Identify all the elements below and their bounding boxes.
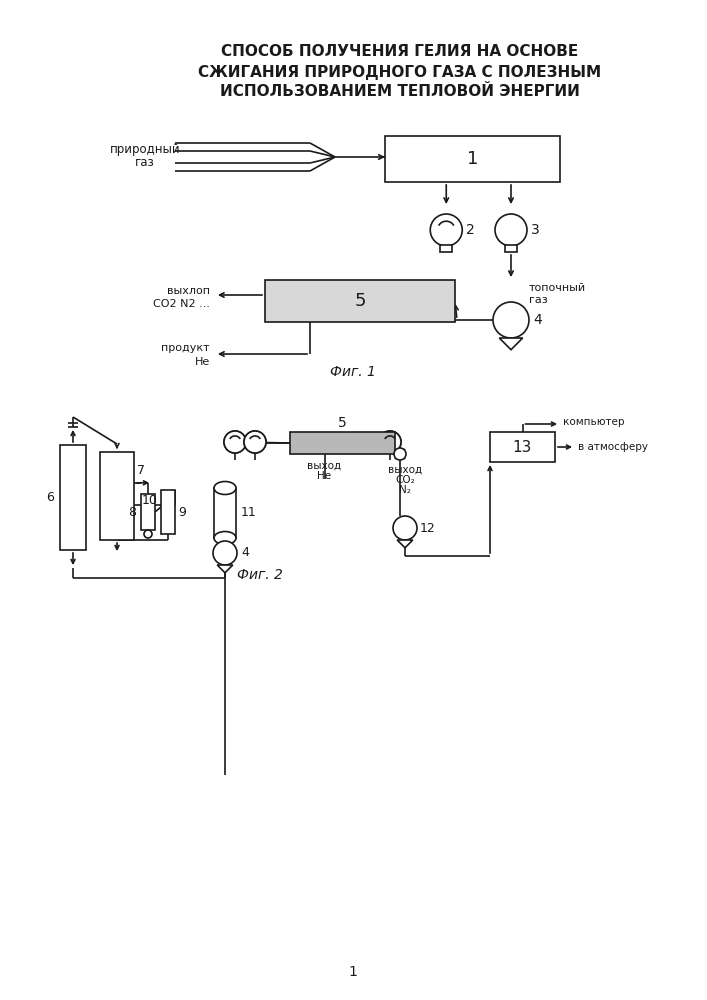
Text: Не: Не	[194, 357, 210, 367]
Text: газ: газ	[135, 155, 155, 168]
Polygon shape	[217, 565, 233, 573]
Bar	[141, 494, 155, 530]
Bar	[505, 245, 517, 252]
Circle shape	[393, 516, 417, 540]
Circle shape	[244, 431, 266, 453]
Text: 5: 5	[338, 416, 347, 430]
Bar	[490, 432, 555, 462]
Circle shape	[493, 302, 529, 338]
Polygon shape	[499, 338, 522, 350]
Text: продукт: продукт	[161, 343, 210, 353]
Text: выход: выход	[308, 461, 341, 471]
Circle shape	[431, 214, 462, 246]
Bar	[440, 245, 452, 252]
Bar	[290, 432, 395, 454]
Ellipse shape	[214, 482, 236, 494]
Bar	[214, 488, 236, 538]
Circle shape	[495, 214, 527, 246]
Text: СО₂: СО₂	[395, 475, 415, 485]
Text: N₂: N₂	[399, 485, 411, 495]
Bar	[265, 280, 455, 322]
Text: компьютер: компьютер	[563, 417, 624, 427]
Circle shape	[379, 431, 401, 453]
Ellipse shape	[214, 532, 236, 544]
Circle shape	[224, 431, 246, 453]
Text: Не: Не	[317, 471, 332, 481]
Text: выхлоп: выхлоп	[167, 286, 210, 296]
Text: 6: 6	[46, 491, 54, 504]
Text: в атмосферу: в атмосферу	[578, 442, 648, 452]
Text: топочный: топочный	[529, 283, 586, 293]
Text: 1: 1	[349, 965, 358, 979]
Text: газ: газ	[529, 295, 548, 305]
Circle shape	[144, 530, 152, 538]
Text: 11: 11	[241, 506, 257, 520]
Text: ИСПОЛЬЗОВАНИЕМ ТЕПЛОВОЙ ЭНЕРГИИ: ИСПОЛЬЗОВАНИЕМ ТЕПЛОВОЙ ЭНЕРГИИ	[220, 85, 580, 100]
Bar	[385, 136, 560, 182]
Text: 2: 2	[466, 223, 475, 237]
Text: СО2 N2 ...: СО2 N2 ...	[153, 299, 210, 309]
Text: 7: 7	[137, 464, 145, 477]
Text: 3: 3	[531, 223, 539, 237]
Bar	[161, 490, 175, 534]
Circle shape	[213, 541, 237, 565]
Bar	[60, 445, 86, 550]
Text: 5: 5	[354, 292, 366, 310]
Text: СЖИГАНИЯ ПРИРОДНОГО ГАЗА С ПОЛЕЗНЫМ: СЖИГАНИЯ ПРИРОДНОГО ГАЗА С ПОЛЕЗНЫМ	[199, 64, 602, 80]
Polygon shape	[397, 540, 413, 548]
Text: природный: природный	[110, 142, 180, 155]
Text: 4: 4	[533, 313, 542, 327]
Text: 4: 4	[241, 546, 249, 560]
Text: 13: 13	[513, 440, 532, 454]
Text: выход: выход	[388, 465, 422, 475]
Circle shape	[224, 431, 246, 453]
Text: 1: 1	[467, 150, 478, 168]
Text: 9: 9	[178, 506, 186, 518]
Circle shape	[379, 431, 401, 453]
Circle shape	[394, 448, 406, 460]
Text: 8: 8	[128, 506, 136, 518]
Text: СПОСОБ ПОЛУЧЕНИЯ ГЕЛИЯ НА ОСНОВЕ: СПОСОБ ПОЛУЧЕНИЯ ГЕЛИЯ НА ОСНОВЕ	[221, 44, 578, 60]
Bar	[100, 452, 134, 540]
Text: 10: 10	[142, 494, 158, 507]
Text: 12: 12	[420, 522, 436, 534]
Circle shape	[244, 431, 266, 453]
Text: Фиг. 2: Фиг. 2	[237, 568, 283, 582]
Text: Фиг. 1: Фиг. 1	[330, 365, 376, 379]
